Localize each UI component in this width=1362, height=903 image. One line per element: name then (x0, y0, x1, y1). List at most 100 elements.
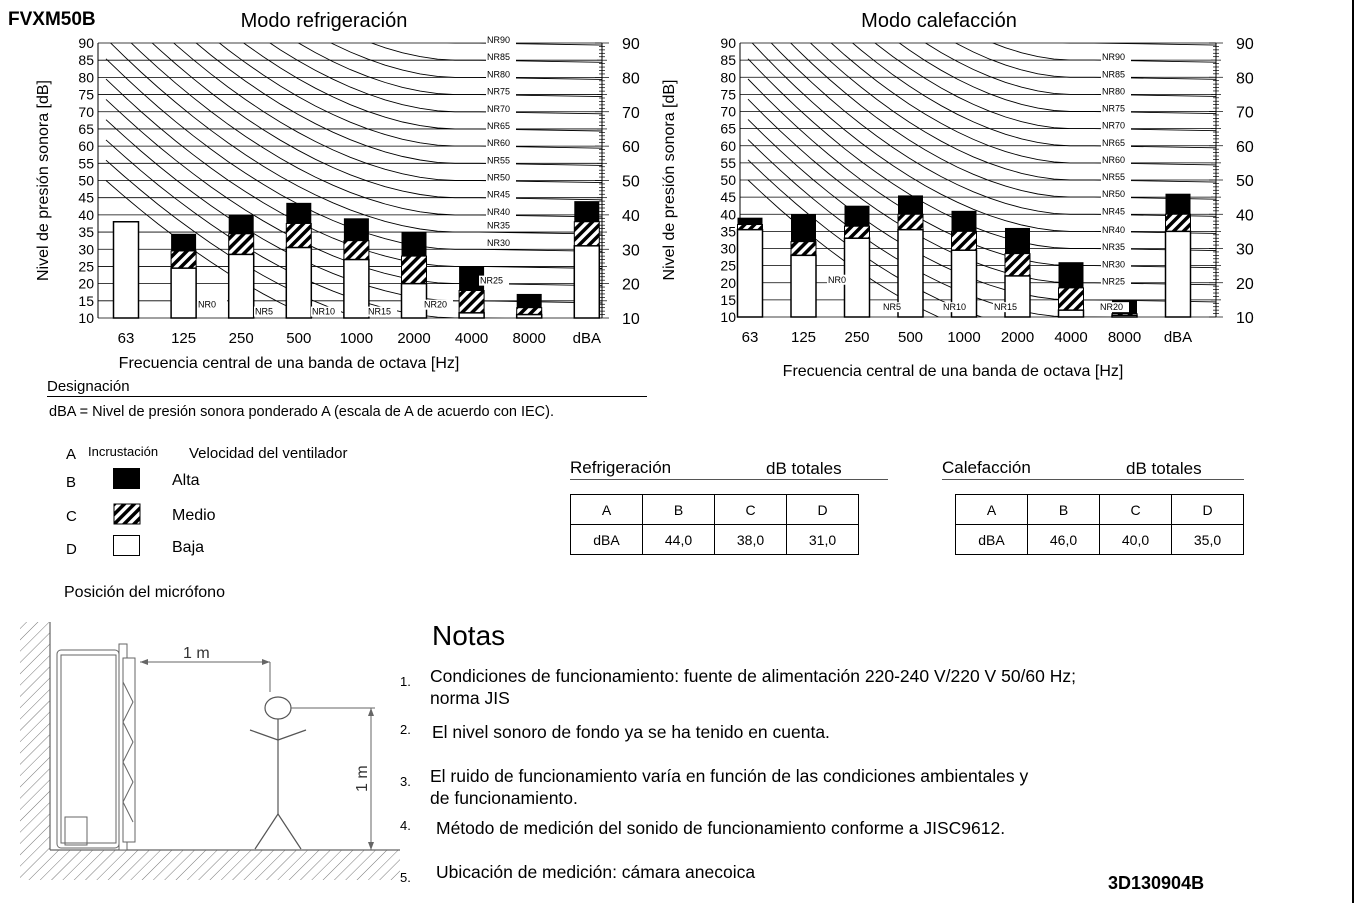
nr-curve (370, 43, 602, 63)
y-tick-label: 50 (78, 173, 94, 189)
summary-cell: 38,0 (714, 524, 787, 555)
y-tick-label: 80 (78, 69, 94, 85)
y-right-tick-label: 60 (622, 139, 640, 156)
nr-label: NR45 (487, 190, 510, 200)
nr-curve (851, 43, 1216, 149)
mic-diagram: 1 m 1 m (20, 622, 400, 880)
nr-curve (330, 43, 602, 80)
nr-curve (747, 98, 1216, 286)
chart-title: Modo calefacción (861, 10, 1017, 32)
nr-label: NR40 (487, 207, 510, 217)
legend-swatch-low (113, 535, 140, 556)
nr-label-bg (486, 52, 516, 63)
x-tick-label: 250 (229, 330, 254, 347)
nr-label: NR5 (255, 307, 273, 317)
bar-low (285, 246, 313, 319)
nr-label-bg (486, 103, 516, 114)
summary-cell: 40,0 (1099, 524, 1172, 555)
nr-label: NR80 (1102, 86, 1125, 96)
nr-label-bg (882, 302, 912, 313)
y-tick-label: 45 (720, 189, 736, 205)
y-tick-label: 40 (78, 207, 94, 223)
summary-cooling-title: Refrigeración (570, 458, 672, 477)
nr-label: NR30 (487, 238, 510, 248)
nr-label: NR20 (1100, 302, 1123, 312)
summary-cell: 44,0 (642, 524, 715, 555)
nr-label-bg (1101, 103, 1131, 114)
nr-label-bg (993, 302, 1023, 313)
note-text-cont: norma JIS (430, 688, 510, 708)
nr-label: NR80 (487, 69, 510, 79)
x-tick-label: 4000 (1054, 329, 1087, 346)
summary-cell: dBA (570, 524, 643, 555)
summary-cell: A (955, 494, 1028, 525)
note-number: 5. (400, 870, 411, 885)
summary-cooling: Refrigeración dB totales (570, 458, 888, 480)
y-right-tick-label: 90 (1236, 36, 1254, 53)
y-tick-label: 15 (78, 293, 94, 309)
x-tick-label: 1000 (947, 329, 980, 346)
note-text: Ubicación de medición: cámara anecoica (436, 862, 756, 882)
y-tick-label: 20 (78, 276, 94, 292)
nr-label-bg (1101, 137, 1131, 148)
legend-letter-d: D (66, 541, 77, 558)
nr-label: NR45 (1102, 206, 1125, 216)
bar-low (343, 258, 370, 319)
nr-label: NR65 (487, 121, 510, 131)
y-tick-label: 65 (78, 121, 94, 137)
cooling-chart: Modo refrigeración1015202530354045505560… (35, 10, 640, 372)
x-tick-label: 125 (171, 330, 196, 347)
nr-curve (297, 43, 602, 98)
y-right-tick-label: 10 (622, 311, 640, 328)
nr-label-bg (1101, 189, 1131, 200)
y-right-tick-label: 80 (622, 70, 640, 87)
wall (20, 622, 50, 850)
nr-curve (218, 43, 602, 149)
y-tick-label: 25 (720, 258, 736, 274)
nr-label: NR35 (1102, 242, 1125, 252)
summary-cell: 46,0 (1027, 524, 1100, 555)
summary-cell: 31,0 (786, 524, 859, 555)
y-tick-label: 85 (720, 52, 736, 68)
y-tick-label: 60 (78, 138, 94, 154)
y-right-tick-label: 40 (1236, 207, 1254, 224)
bar-low (790, 254, 817, 318)
nr-label-bg (1101, 206, 1131, 217)
x-tick-label: 125 (791, 329, 816, 346)
x-axis-title: Frecuencia central de una banda de octav… (783, 363, 1124, 380)
note-number: 1. (400, 674, 411, 689)
summary-cell: D (1171, 494, 1244, 525)
y-tick-label: 90 (720, 35, 736, 51)
y-tick-label: 55 (720, 155, 736, 171)
nr-curve (747, 119, 1216, 303)
y-tick-label: 60 (720, 138, 736, 154)
mic-dist-h: 1 m (183, 645, 210, 662)
nr-label: NR25 (480, 276, 503, 286)
nr-label-bg (486, 155, 516, 166)
summary-cooling-total: dB totales (766, 459, 842, 478)
bar-low (400, 282, 428, 319)
nr-label-bg (367, 306, 397, 317)
nr-label-bg (1101, 242, 1131, 253)
nr-label-bg (423, 299, 453, 310)
summary-cell: dBA (955, 524, 1028, 555)
designation-title: Designación (47, 378, 647, 397)
bar-low (1111, 314, 1138, 318)
nr-label: NR50 (1102, 189, 1125, 199)
nr-curve (747, 139, 1121, 317)
nr-label-bg (254, 306, 284, 317)
x-tick-label: 63 (742, 329, 759, 346)
indoor-unit (56, 643, 136, 851)
nr-label: NR70 (1102, 121, 1125, 131)
legend-col-incrust: Incrustación (88, 444, 159, 459)
nr-label: NR60 (487, 138, 510, 148)
floor (20, 850, 400, 880)
nr-label-bg (942, 302, 972, 313)
nr-label: NR90 (1102, 52, 1125, 62)
y-tick-label: 75 (720, 86, 736, 102)
note-number: 4. (400, 818, 411, 833)
x-tick-label: 250 (844, 329, 869, 346)
nr-label-bg (486, 189, 516, 200)
legend-letter-b: B (66, 474, 77, 491)
y-axis-title: Nivel de presión sonora [dB] (661, 80, 678, 281)
